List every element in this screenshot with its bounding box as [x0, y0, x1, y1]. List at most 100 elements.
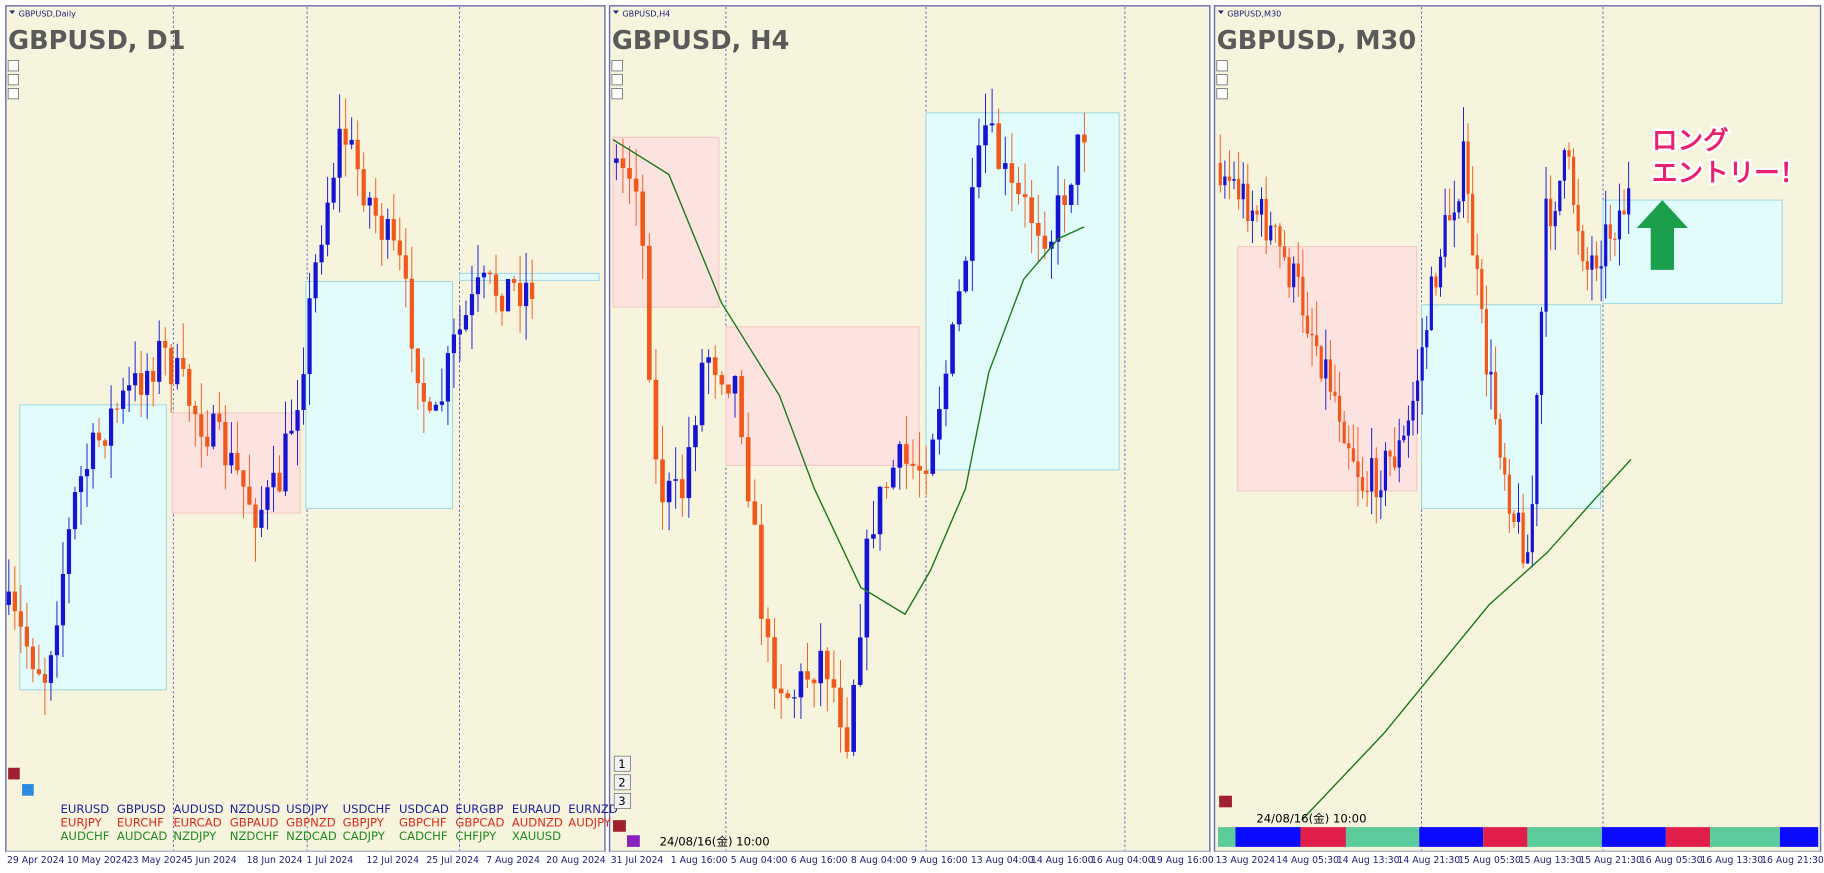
scroll-button[interactable] — [611, 88, 623, 100]
candle-body — [930, 439, 936, 474]
timestamp: 24/08/16(金) 10:00 — [660, 835, 770, 849]
symbol-button[interactable]: GBPUSD — [117, 802, 166, 816]
candle-body — [409, 278, 414, 349]
time-axis-bg — [5, 851, 605, 867]
candle-body — [778, 688, 784, 694]
chart-window: GBPUSD,M30 GBPUSD, M30 13 Aug 2024 14 Aug 0… — [1213, 5, 1824, 867]
candle-body — [1223, 176, 1227, 186]
candle-body — [1512, 513, 1516, 522]
symbol-button[interactable]: CADCHF — [399, 829, 448, 843]
scroll-button[interactable] — [611, 74, 623, 86]
symbol-button[interactable]: EURNZD — [568, 802, 618, 816]
candle-body — [54, 625, 60, 656]
candle-body — [217, 413, 222, 423]
symbol-button[interactable]: AUDJPY — [568, 816, 612, 830]
candle-body — [1590, 255, 1594, 270]
symbol-button[interactable]: USDCAD — [399, 802, 449, 816]
candle-body — [1383, 450, 1388, 491]
symbol-button[interactable]: NZDCAD — [286, 829, 337, 843]
symbol-button[interactable]: USDCHF — [343, 802, 392, 816]
candle-body — [259, 509, 264, 528]
symbol-button[interactable]: EURUSD — [60, 802, 109, 816]
symbol-button[interactable]: GBPAUD — [230, 816, 279, 830]
candle-body — [1002, 163, 1008, 169]
candle-body — [970, 187, 975, 261]
chart-title: GBPUSD, D1 — [8, 26, 185, 56]
candle-body — [1415, 380, 1420, 401]
number-button[interactable] — [613, 755, 631, 772]
scroll-button[interactable] — [7, 60, 19, 72]
time-axis-label: 5 Aug 04:00 — [731, 855, 788, 866]
symbol-button[interactable]: USDJPY — [286, 802, 329, 816]
candle-body — [1539, 311, 1544, 396]
scroll-button[interactable] — [1216, 60, 1228, 72]
symbol-button[interactable]: NZDUSD — [230, 802, 280, 816]
candle-body — [12, 591, 17, 612]
scroll-button[interactable] — [1216, 88, 1228, 100]
candle-body — [818, 650, 824, 684]
candle-body — [114, 408, 120, 410]
symbol-button[interactable]: EURCHF — [117, 816, 164, 830]
window-menu-arrow — [1217, 10, 1224, 14]
symbol-button[interactable]: CHFJPY — [455, 829, 497, 843]
symbol-button[interactable]: GBPJPY — [343, 816, 385, 830]
candle-body — [1402, 435, 1406, 441]
candle-body — [1558, 180, 1562, 212]
candle-body — [1075, 134, 1081, 185]
candle-body — [199, 414, 204, 437]
symbol-button[interactable]: NZDCHF — [230, 829, 279, 843]
candle-body — [277, 472, 282, 492]
symbol-button[interactable]: EURCAD — [173, 816, 221, 830]
time-axis-label: 13 Aug 2024 — [1216, 855, 1276, 866]
candle-body — [884, 486, 889, 488]
symbol-button[interactable]: EURGBP — [455, 802, 503, 816]
candle-body — [1351, 448, 1355, 462]
candle-body — [910, 463, 916, 466]
candle-body — [752, 501, 758, 525]
symbol-button[interactable]: EURJPY — [60, 816, 102, 830]
candle-body — [1232, 178, 1236, 181]
candle-body — [48, 655, 54, 683]
candle-body — [511, 279, 517, 283]
symbol-button[interactable]: AUDNZD — [512, 816, 563, 830]
time-axis-label: 19 Aug 16:00 — [1151, 855, 1214, 866]
candle-body — [1035, 223, 1041, 236]
symbol-button[interactable]: XAUUSD — [512, 829, 561, 843]
candle-body — [283, 433, 288, 492]
candle-body — [772, 637, 777, 689]
candle-body — [517, 282, 523, 307]
candle-body — [421, 383, 426, 402]
symbol-button[interactable]: CADJPY — [343, 829, 386, 843]
candle-body — [1526, 552, 1530, 564]
candle-body — [1055, 195, 1061, 242]
candle-body — [1530, 504, 1534, 553]
scroll-button[interactable] — [7, 74, 19, 86]
candle-body — [1255, 210, 1259, 215]
symbol-button[interactable]: AUDUSD — [173, 802, 223, 816]
symbol-button[interactable]: GBPNZD — [286, 816, 336, 830]
symbol-button[interactable]: GBPCHF — [399, 816, 447, 830]
scroll-button[interactable] — [7, 88, 19, 100]
small-toggle[interactable] — [627, 835, 640, 847]
candle-body — [904, 444, 909, 464]
signal-strip — [1419, 827, 1484, 847]
candle-body — [1315, 335, 1319, 347]
symbol-button[interactable]: NZDJPY — [173, 829, 217, 843]
number-button[interactable] — [613, 793, 631, 809]
signal-strip — [1300, 827, 1346, 847]
symbol-button[interactable]: EURAUD — [512, 802, 561, 816]
symbol-button[interactable]: AUDCAD — [117, 829, 167, 843]
candle-body — [1503, 457, 1507, 475]
symbol-button[interactable]: AUDCHF — [60, 829, 109, 843]
candle-body — [1319, 346, 1323, 379]
symbol-button[interactable]: GBPCAD — [455, 816, 504, 830]
small-toggle[interactable] — [22, 784, 34, 796]
zone-box — [1421, 304, 1602, 509]
scroll-button[interactable] — [611, 60, 623, 72]
number-button[interactable] — [613, 774, 631, 791]
candle-body — [1420, 347, 1424, 381]
scroll-button[interactable] — [1216, 74, 1228, 86]
candle-body — [36, 669, 42, 675]
candle-body — [355, 139, 360, 170]
time-axis-label: 14 Aug 05:30 — [1276, 855, 1339, 866]
